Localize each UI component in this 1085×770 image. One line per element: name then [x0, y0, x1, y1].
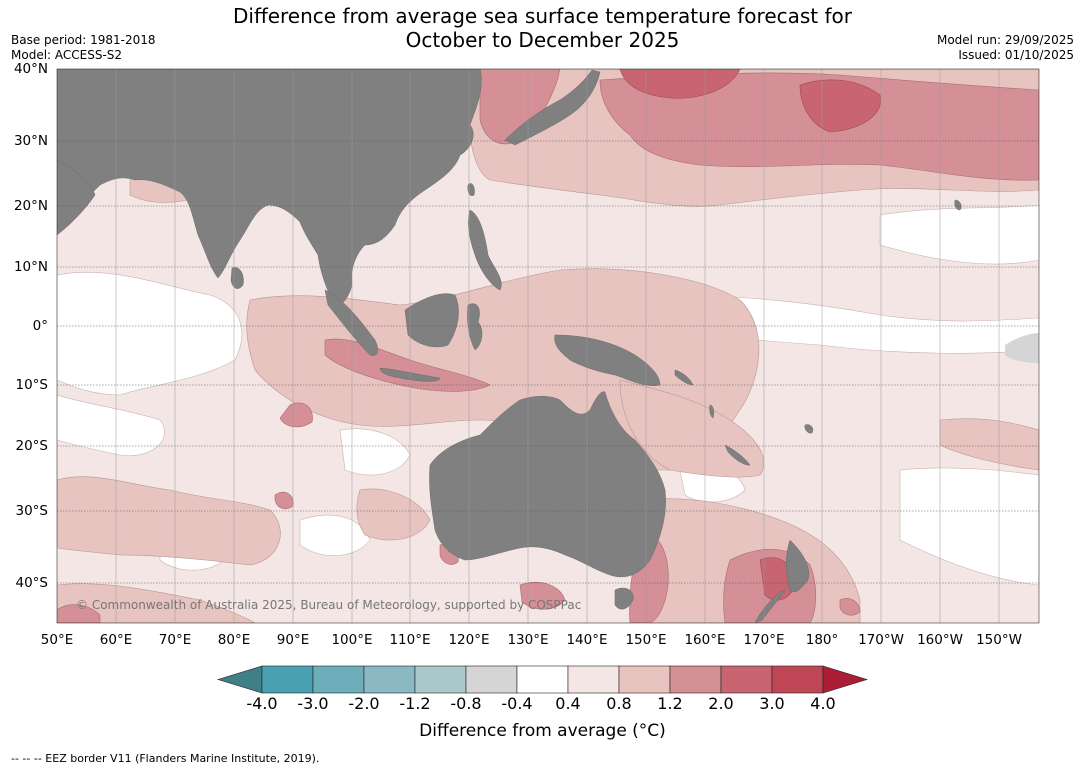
lon-label-100e: 100°E: [331, 632, 373, 648]
lon-label-130e: 130°E: [507, 632, 549, 648]
meridians: [115, 69, 1000, 623]
meta-right: Model run: 29/09/2025 Issued: 01/10/2025: [937, 33, 1074, 63]
copyright-notice: © Commonwealth of Australia 2025, Bureau…: [76, 598, 582, 612]
lat-label-20s: 20°S: [15, 438, 49, 454]
colorbar-segment-3: [363, 665, 416, 694]
lat-label-40n: 40°N: [13, 61, 48, 77]
lon-label-170e: 170°E: [743, 632, 785, 648]
land-new-caledonia: [724, 444, 751, 466]
colorbar-segment-11: [771, 665, 824, 694]
lat-label-20n: 20°N: [13, 198, 48, 214]
lat-label-40s: 40°S: [15, 575, 49, 591]
title-line-1: Difference from average sea surface temp…: [232, 4, 852, 28]
land-taiwan: [467, 183, 475, 196]
land-hawaii: [954, 199, 962, 211]
lon-label-150e: 150°E: [625, 632, 667, 648]
model-run: Model run: 29/09/2025: [936, 33, 1074, 47]
lon-label-110e: 110°E: [389, 632, 431, 648]
lon-label-170w: 170°W: [858, 632, 904, 648]
colorbar-tick-9: 2.0: [708, 694, 734, 713]
colorbar-tick-7: 0.8: [606, 694, 632, 713]
colorbar-tick-5: -0.4: [501, 694, 533, 713]
land-borneo: [404, 293, 459, 348]
model-name: Model: ACCESS-S2: [11, 48, 123, 62]
eez-footer-note: -- -- -- EEZ border V11 (Flanders Marine…: [11, 752, 320, 765]
lat-label-10s: 10°S: [15, 377, 49, 393]
colorbar-segment-4: [414, 665, 467, 694]
land-philippines: [468, 209, 502, 291]
colorbar-arrow-low: [216, 665, 263, 694]
colorbar-segment-10: [720, 665, 773, 694]
map-area: [57, 69, 1039, 623]
colorbar-tick-3: -1.2: [399, 694, 431, 713]
colorbar-segment-2: [312, 665, 365, 694]
land-arabia: [57, 159, 96, 236]
lon-label-160w: 160°W: [917, 632, 963, 648]
colorbar-tick-8: 1.2: [657, 694, 683, 713]
lon-label-80e: 80°E: [217, 632, 251, 648]
colorbar-tick-2: -2.0: [348, 694, 380, 713]
map-title: Difference from average sea surface temp…: [0, 4, 1085, 52]
colorbar-tick-1: -3.0: [297, 694, 329, 713]
land-japan: [504, 69, 601, 146]
colorbar: [216, 665, 869, 694]
map-frame: [56, 68, 1040, 624]
colorbar-segment-1: [261, 665, 314, 694]
lon-label-180: 180°: [805, 632, 839, 648]
lon-label-120e: 120°E: [448, 632, 490, 648]
colorbar-tick-0: -4.0: [246, 694, 278, 713]
lat-label-10n: 10°N: [13, 259, 48, 275]
title-line-2: October to December 2025: [405, 28, 680, 52]
colorbar-tick-11: 4.0: [810, 694, 836, 713]
colorbar-segment-8: [618, 665, 671, 694]
lon-label-160e: 160°E: [684, 632, 726, 648]
colorbar-segment-9: [669, 665, 722, 694]
neutral-grey-patch: [1005, 333, 1039, 363]
colorbar-tick-4: -0.8: [450, 694, 482, 713]
lon-label-90e: 90°E: [276, 632, 310, 648]
land-new-guinea: [554, 334, 661, 386]
colorbar-tick-6: 0.4: [555, 694, 581, 713]
land-fiji: [804, 424, 814, 434]
lon-label-70e: 70°E: [158, 632, 192, 648]
colorbar-arrow-high: [822, 665, 869, 694]
issued-date: Issued: 01/10/2025: [958, 48, 1074, 62]
land-asia: [57, 69, 482, 305]
lon-label-140e: 140°E: [566, 632, 608, 648]
land-tasmania: [614, 587, 634, 610]
colorbar-title: Difference from average (°C): [419, 721, 666, 741]
land-solomon-islands: [674, 369, 694, 386]
meta-left: Base period: 1981-2018 Model: ACCESS-S2: [11, 33, 156, 63]
base-period: Base period: 1981-2018: [11, 33, 156, 47]
strong-warm-regions: [619, 69, 881, 601]
colorbar-segment-6: [516, 665, 569, 694]
land-australia: [429, 391, 666, 578]
lon-label-50e: 50°E: [40, 632, 74, 648]
colorbar-tick-10: 3.0: [759, 694, 785, 713]
land-new-zealand: [754, 539, 810, 623]
land-vanuatu: [709, 404, 715, 419]
lat-label-30s: 30°S: [15, 503, 49, 519]
lon-label-150w: 150°W: [976, 632, 1022, 648]
colorbar-segment-5: [465, 665, 518, 694]
lon-label-60e: 60°E: [99, 632, 133, 648]
lat-label-30n: 30°N: [13, 133, 48, 149]
lat-label-0: 0°: [32, 318, 48, 334]
colorbar-segment-7: [567, 665, 620, 694]
